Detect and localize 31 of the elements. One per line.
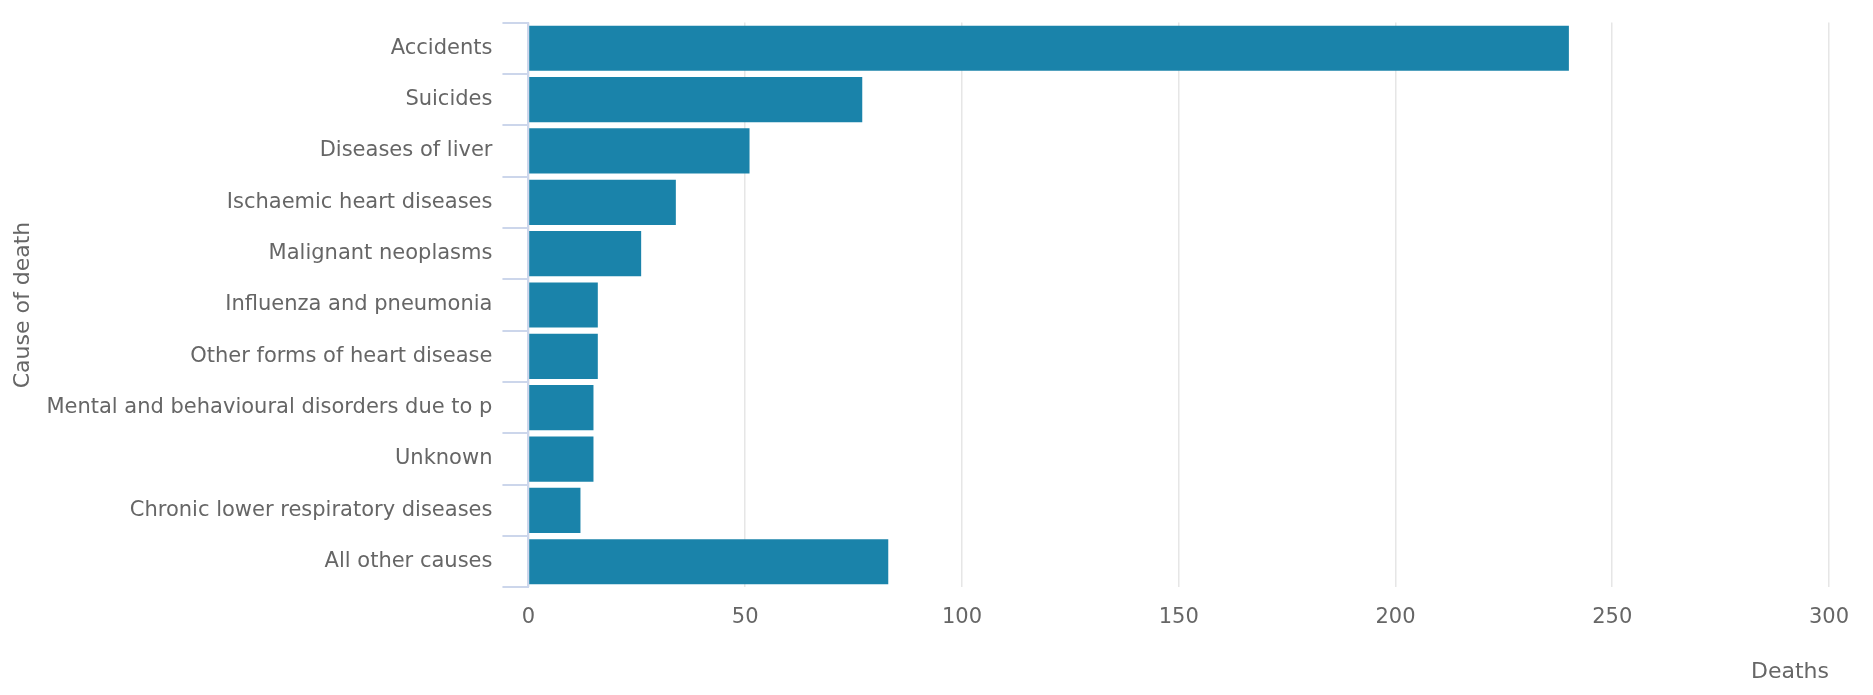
x-tick-label: 300 bbox=[1808, 604, 1850, 629]
bar bbox=[529, 539, 889, 585]
x-tick-label: 200 bbox=[1375, 604, 1416, 629]
y-tick-label: Suicides bbox=[405, 86, 493, 111]
x-axis-title: Deaths bbox=[1751, 657, 1829, 683]
bar bbox=[529, 385, 594, 431]
x-tick-label: 150 bbox=[1158, 604, 1199, 629]
bar bbox=[529, 25, 1569, 71]
bar bbox=[529, 128, 750, 174]
x-tick-label: 100 bbox=[941, 604, 983, 629]
y-tick-label: Malignant neoplasms bbox=[268, 240, 493, 265]
y-tick-label: Influenza and pneumonia bbox=[225, 291, 493, 316]
y-tick-label: Chronic lower respiratory diseases bbox=[129, 496, 493, 521]
x-tick-label: 50 bbox=[731, 604, 759, 629]
bar bbox=[529, 77, 863, 123]
y-tick-label: Diseases of liver bbox=[319, 137, 493, 162]
y-axis-title: Cause of death bbox=[8, 221, 34, 389]
bar bbox=[529, 231, 642, 277]
y-tick-label: Other forms of heart disease bbox=[190, 342, 493, 367]
bar bbox=[529, 282, 598, 328]
bar bbox=[529, 436, 594, 482]
bar bbox=[529, 179, 676, 225]
x-tick-label: 0 bbox=[521, 604, 536, 629]
y-tick-label: Accidents bbox=[390, 34, 493, 59]
y-tick-label: All other causes bbox=[324, 548, 493, 573]
y-tick-label: Unknown bbox=[394, 445, 493, 470]
bar bbox=[529, 487, 581, 533]
bar bbox=[529, 333, 598, 379]
x-tick-label: 250 bbox=[1592, 604, 1633, 629]
y-tick-label: Ischaemic heart diseases bbox=[226, 188, 493, 213]
y-tick-label: Mental and behavioural disorders due to p bbox=[46, 394, 493, 419]
